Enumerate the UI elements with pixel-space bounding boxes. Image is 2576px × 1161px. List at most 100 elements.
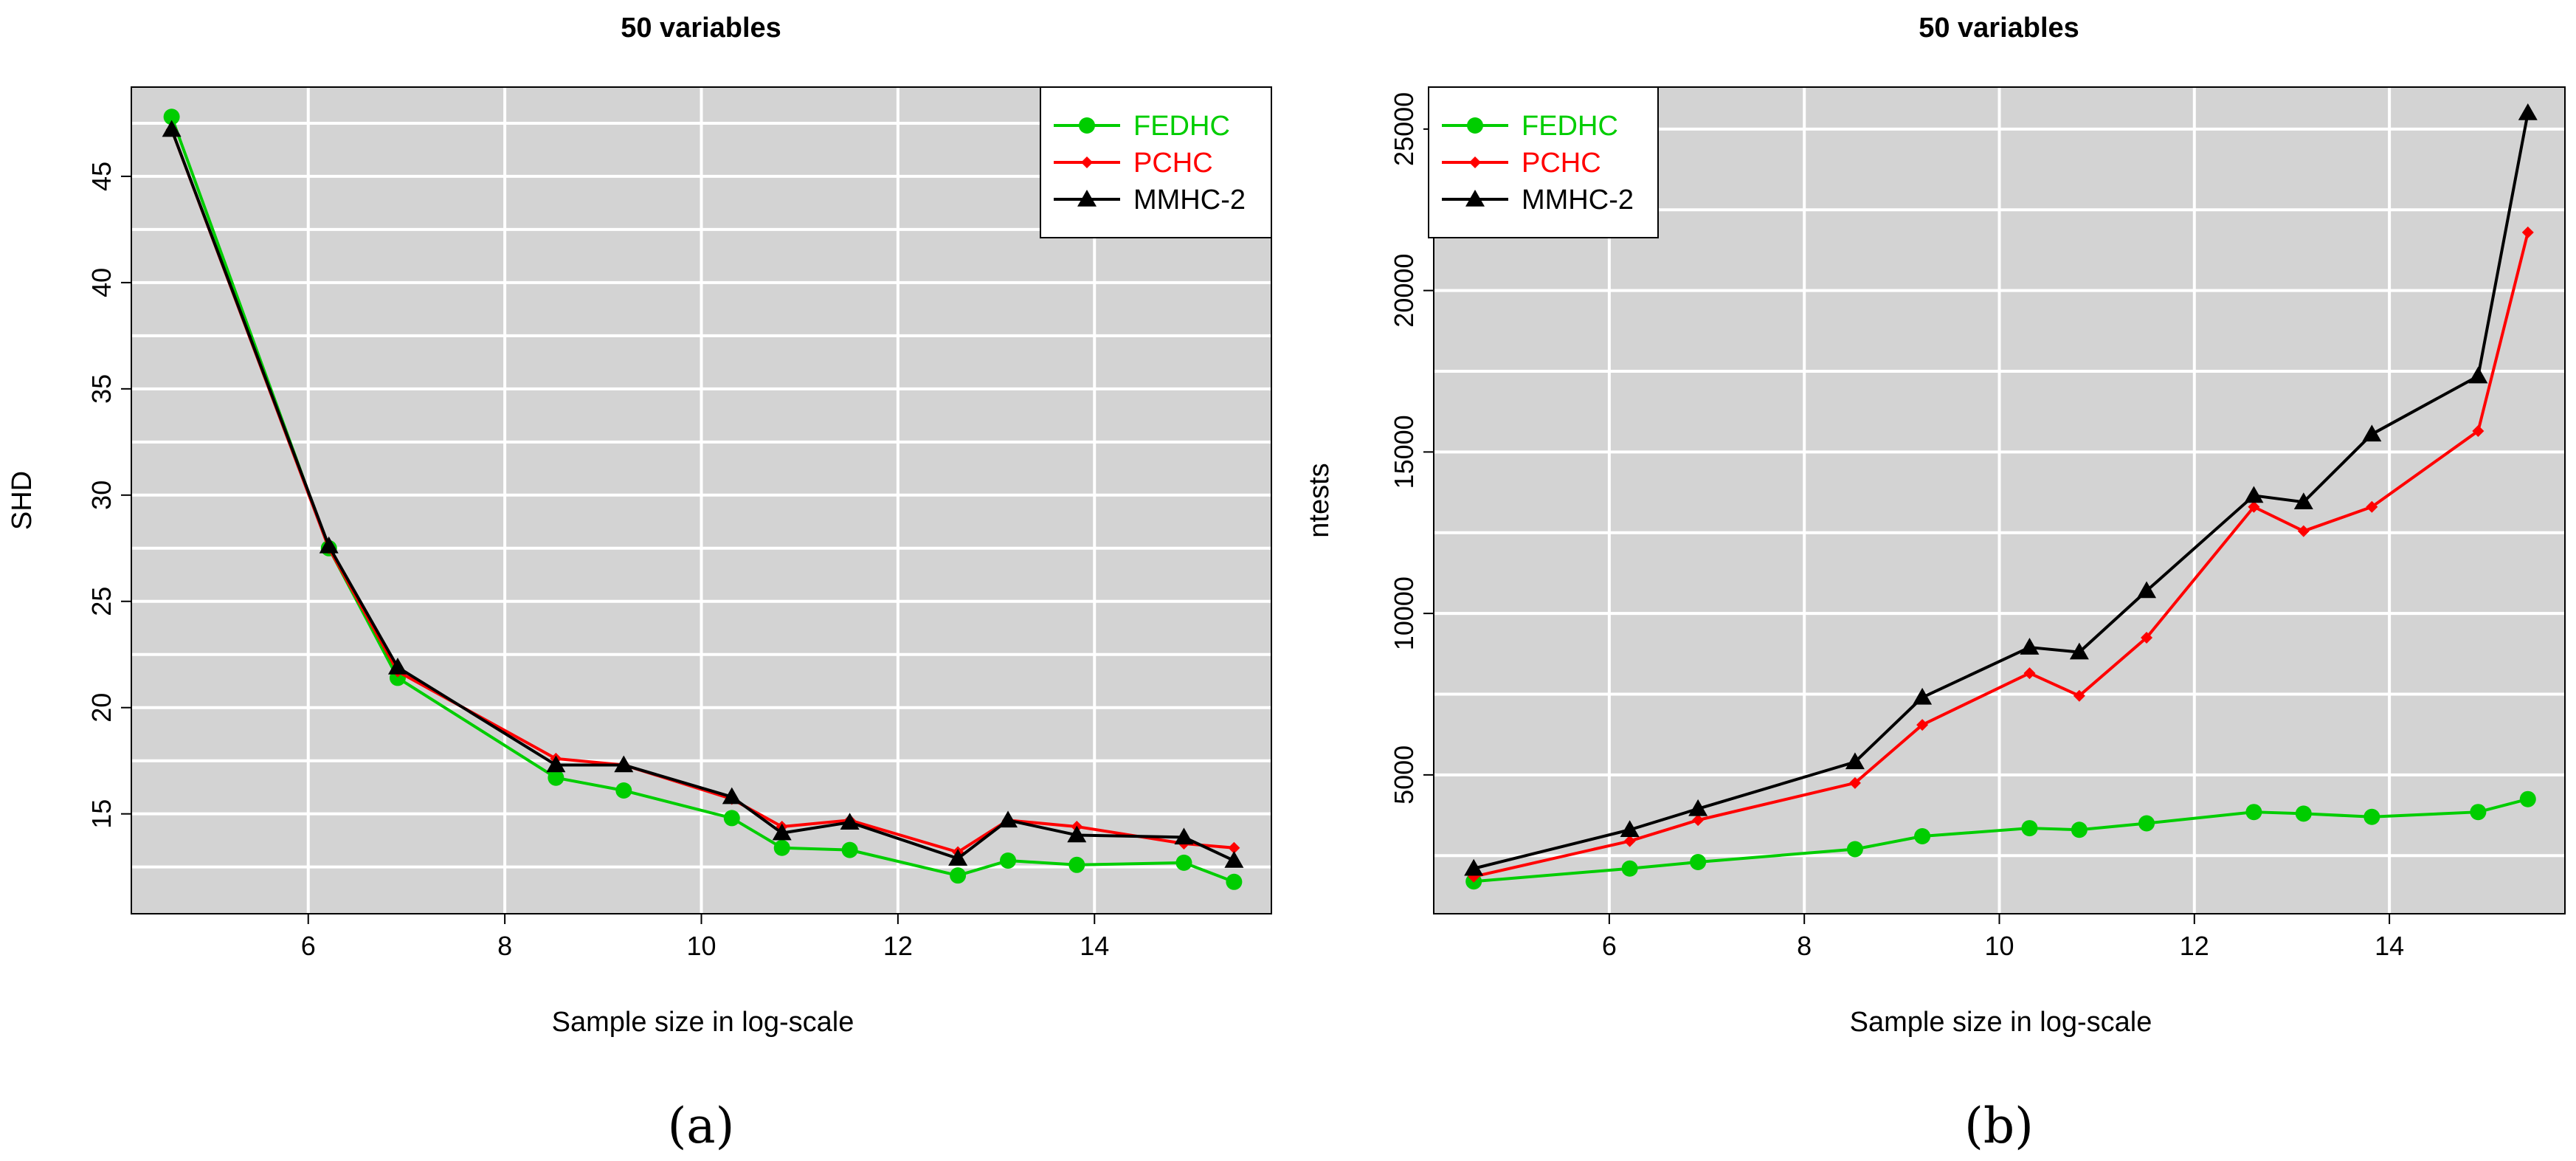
x-tick-label: 14 <box>2375 931 2404 961</box>
data-point-fedhc <box>773 839 790 856</box>
data-point-mmhc-2 <box>772 823 792 841</box>
data-point-mmhc-2 <box>2468 366 2488 384</box>
data-point-pchc <box>2297 525 2310 537</box>
data-point-fedhc <box>723 810 740 827</box>
figure-caption: (b) <box>1964 1098 2034 1154</box>
y-tick-label: 45 <box>86 162 117 191</box>
data-point-mmhc-2 <box>2362 424 2382 442</box>
data-point-fedhc <box>2519 790 2536 807</box>
data-point-pchc <box>1692 814 1705 827</box>
data-point-mmhc-2 <box>2293 492 2313 509</box>
legend-marker-fedhc <box>1467 117 1483 134</box>
data-point-fedhc <box>163 108 180 125</box>
data-point-fedhc <box>2138 815 2155 832</box>
chart-panel-b: 6 8 10 12 14 5000 10000 15000 20000 25000 50 varia… <box>1304 13 2566 1154</box>
data-point-fedhc <box>2071 821 2088 838</box>
y-axis-label: ntests <box>1304 463 1335 537</box>
legend-label-pchc: PCHC <box>1522 148 1601 179</box>
data-point-mmhc-2 <box>614 755 634 773</box>
x-axis-label: Sample size in log-scale <box>552 1007 854 1038</box>
data-point-mmhc-2 <box>1224 851 1244 868</box>
data-point-mmhc-2 <box>2020 638 2040 655</box>
data-point-mmhc-2 <box>722 787 742 805</box>
legend-marker-fedhc <box>1079 117 1095 134</box>
x-tick-label: 8 <box>1797 931 1812 961</box>
data-point-fedhc <box>1175 854 1192 871</box>
x-tick-label: 12 <box>883 931 913 961</box>
data-point-mmhc-2 <box>162 120 182 137</box>
y-tick-label: 35 <box>86 374 117 404</box>
legend-marker-mmhc-2 <box>1465 190 1485 207</box>
data-point-pchc <box>2472 424 2485 437</box>
data-point-fedhc <box>1068 856 1085 873</box>
x-tick-label: 10 <box>686 931 716 961</box>
y-tick-label: 20 <box>86 693 117 723</box>
data-point-fedhc <box>1226 873 1243 890</box>
legend-label-fedhc: FEDHC <box>1522 111 1618 142</box>
legend-label-fedhc: FEDHC <box>1133 111 1230 142</box>
y-tick-label: 10000 <box>1389 576 1419 650</box>
data-point-mmhc-2 <box>319 536 339 554</box>
data-point-fedhc <box>2245 804 2262 821</box>
x-tick-label: 10 <box>1984 931 2014 961</box>
data-point-fedhc <box>1000 852 1017 869</box>
data-point-mmhc-2 <box>546 755 566 773</box>
data-point-mmhc-2 <box>1464 858 1484 876</box>
y-tick-label: 25 <box>86 587 117 616</box>
data-point-mmhc-2 <box>1620 820 1640 837</box>
legend-marker-mmhc-2 <box>1077 190 1097 207</box>
y-tick-label: 20000 <box>1389 254 1419 328</box>
data-point-fedhc <box>1914 828 1931 844</box>
data-point-pchc <box>2366 500 2378 513</box>
x-tick-label: 8 <box>497 931 512 961</box>
y-tick-label: 15 <box>86 799 117 829</box>
data-point-mmhc-2 <box>1067 825 1087 843</box>
data-point-fedhc <box>950 867 967 884</box>
y-tick-label: 25000 <box>1389 92 1419 166</box>
data-point-pchc <box>2521 226 2534 238</box>
y-tick-label: 30 <box>86 480 117 510</box>
data-point-mmhc-2 <box>2518 103 2538 120</box>
legend-label-mmhc-2: MMHC-2 <box>1133 185 1246 216</box>
y-tick-label: 5000 <box>1389 745 1419 805</box>
chart-title: 50 variables <box>621 13 781 44</box>
data-point-fedhc <box>841 841 858 858</box>
data-point-fedhc <box>2470 804 2487 821</box>
data-point-pchc <box>1623 835 1636 847</box>
data-point-pchc <box>1228 841 1240 854</box>
x-tick-label: 6 <box>301 931 316 961</box>
data-point-pchc <box>2141 631 2153 644</box>
data-point-mmhc-2 <box>1845 752 1865 770</box>
data-point-pchc <box>1916 719 1929 731</box>
data-point-pchc <box>2248 500 2260 513</box>
data-point-mmhc-2 <box>387 658 407 675</box>
data-point-mmhc-2 <box>1174 827 1194 845</box>
data-point-pchc <box>2023 667 2036 680</box>
x-tick-label: 14 <box>1080 931 1109 961</box>
data-point-pchc <box>1848 776 1861 789</box>
legend-marker-pchc <box>1469 156 1481 168</box>
data-point-fedhc <box>1846 841 1863 858</box>
data-point-pchc <box>2073 689 2085 702</box>
data-point-fedhc <box>1621 860 1638 877</box>
y-tick-label: 40 <box>86 268 117 297</box>
x-tick-label: 6 <box>1602 931 1617 961</box>
legend-label-mmhc-2: MMHC-2 <box>1522 185 1634 216</box>
data-point-mmhc-2 <box>948 849 968 866</box>
x-tick-label: 12 <box>2180 931 2209 961</box>
data-point-fedhc <box>2021 820 2038 837</box>
y-axis-label: SHD <box>7 471 38 530</box>
data-point-fedhc <box>615 782 632 799</box>
data-point-mmhc-2 <box>1913 687 1933 705</box>
chart-panel-a: 6 8 10 12 14 15 20 25 30 35 40 45 50 variables Sample… <box>7 13 1272 1154</box>
data-point-mmhc-2 <box>2244 486 2264 503</box>
data-point-fedhc <box>2295 805 2312 822</box>
data-point-fedhc <box>1690 854 1707 870</box>
data-point-mmhc-2 <box>840 813 860 830</box>
data-point-mmhc-2 <box>1688 799 1708 816</box>
data-point-mmhc-2 <box>2137 581 2157 599</box>
data-point-mmhc-2 <box>998 810 1018 828</box>
legend-label-pchc: PCHC <box>1133 148 1213 179</box>
data-point-mmhc-2 <box>2069 642 2089 660</box>
